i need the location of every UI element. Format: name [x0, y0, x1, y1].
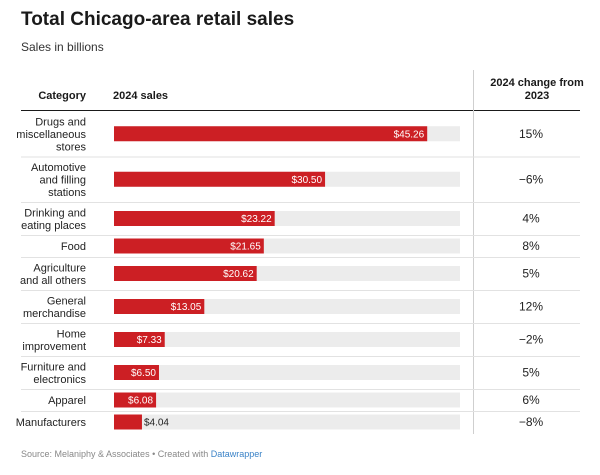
change-value: −2%: [519, 333, 544, 347]
bar-track: [114, 332, 460, 347]
bar: [114, 332, 165, 347]
bar-value-label: $20.62: [223, 269, 254, 280]
bar-value-label: $23.22: [241, 214, 272, 225]
header-change-line1: 2024 change from: [490, 77, 584, 89]
bar-value-label: $30.50: [291, 175, 322, 186]
change-value: 5%: [522, 267, 540, 281]
category-label: Apparel: [48, 395, 86, 407]
category-label: Furniture and electronics: [21, 361, 87, 386]
change-value: −8%: [519, 415, 544, 429]
category-label: Manufacturers: [16, 417, 87, 429]
footer: Source: Melaniphy & Associates • Created…: [21, 449, 262, 459]
category-label: Drugs and miscellaneous stores: [16, 116, 86, 153]
bar-value-label: $4.04: [144, 418, 169, 429]
header-change-line2: 2023: [524, 90, 550, 102]
chart-row: General merchandise $13.05 12%: [23, 295, 543, 320]
category-label: General merchandise: [23, 295, 86, 320]
bar-track: [114, 414, 460, 430]
column-divider: [473, 70, 474, 434]
bar: [114, 171, 326, 187]
category-label: Agriculture and all others: [20, 262, 87, 287]
bar-value-label: $6.08: [128, 396, 153, 407]
change-value: 6%: [522, 393, 540, 407]
bar: [114, 299, 205, 314]
bar: [114, 211, 275, 226]
chart-row: Home improvement $7.33 −2%: [22, 328, 543, 353]
bar: [114, 365, 159, 380]
chart-row: Manufacturers $4.04 −8%: [16, 414, 544, 430]
change-value: 15%: [519, 127, 543, 141]
chart-row: Automotive and filling stations $30.50 −6%: [31, 162, 544, 199]
bar: [114, 126, 428, 142]
change-value: 4%: [522, 212, 540, 226]
bar-value-label: $7.33: [137, 335, 162, 346]
bar-value-label: $21.65: [230, 242, 261, 253]
bar-track: [114, 392, 460, 408]
bar: [114, 266, 257, 281]
change-value: 12%: [519, 300, 543, 314]
header-change: 2024 change from 2023: [474, 77, 600, 103]
footer-datawrapper-link[interactable]: Datawrapper: [210, 449, 263, 459]
category-label: Automotive and filling stations: [31, 162, 87, 199]
chart-row: Furniture and electronics $6.50 5%: [21, 361, 540, 386]
header-category: Category: [38, 90, 86, 102]
footer-source: Source: Melaniphy & Associates • Created…: [21, 449, 211, 459]
chart-title: Total Chicago-area retail sales: [21, 9, 295, 30]
bar: [114, 238, 264, 254]
chart-row: Drinking and eating places $23.22 4%: [21, 207, 540, 232]
bar-value-label: $45.26: [394, 129, 425, 140]
header-sales: 2024 sales: [113, 90, 169, 102]
chart-row: Drugs and miscellaneous stores $45.26 15%: [16, 116, 543, 153]
bar: [114, 414, 142, 430]
change-value: −6%: [519, 172, 544, 186]
change-value: 5%: [522, 366, 540, 380]
chart-row: Agriculture and all others $20.62 5%: [20, 262, 540, 287]
bar-track: [114, 365, 460, 380]
category-label: Home improvement: [22, 328, 86, 353]
chart-row: Food $21.65 8%: [61, 238, 540, 254]
bar: [114, 392, 157, 408]
header-rule: [21, 110, 580, 111]
chart-subtitle: Sales in billions: [21, 40, 104, 54]
chart-row: Apparel $6.08 6%: [48, 392, 540, 408]
change-value: 8%: [522, 239, 540, 253]
bar-value-label: $6.50: [131, 368, 156, 379]
category-label: Drinking and eating places: [21, 207, 86, 232]
bar-value-label: $13.05: [171, 302, 202, 313]
category-label: Food: [61, 241, 86, 253]
